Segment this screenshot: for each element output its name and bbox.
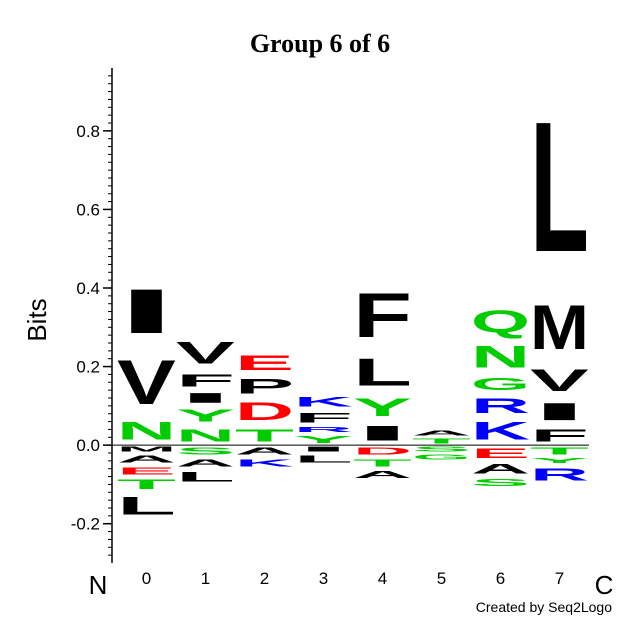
logo-letter: K: [294, 394, 353, 410]
x-tick-label: 4: [378, 569, 387, 588]
logo-letter: D: [353, 445, 412, 457]
logo-letter: T: [530, 445, 589, 457]
logo-letter: E: [117, 465, 176, 477]
logo-letter: F: [530, 425, 589, 445]
x-tick-label: 7: [555, 569, 564, 588]
y-tick-label: 0.2: [76, 358, 100, 377]
logo-letter: R: [471, 394, 530, 418]
logo-letter: S: [176, 445, 235, 457]
x-tick-label: 0: [142, 569, 151, 588]
logo-letter: L: [353, 350, 412, 394]
logo-letter: F: [353, 280, 412, 350]
logo-letter: N: [176, 426, 235, 446]
logo-letter: N: [471, 339, 530, 374]
x-tick-label: 3: [319, 569, 328, 588]
logo-letter: T: [117, 477, 176, 493]
logo-letter: E: [235, 351, 294, 375]
logo-letter: V: [176, 335, 235, 370]
logo-letter: A: [471, 461, 530, 477]
chart-title: Group 6 of 6: [250, 29, 390, 58]
logo-letter: M: [117, 445, 176, 453]
logo-letter: Y: [530, 457, 589, 465]
logo-letter: K: [471, 417, 530, 445]
logo-letter: R: [294, 426, 353, 434]
logo-letter: I: [353, 421, 412, 445]
logo-letter: G: [412, 453, 471, 461]
logo-letter: Y: [176, 406, 235, 426]
logo-letter: E: [471, 445, 530, 461]
logo-letter: T: [412, 437, 471, 445]
y-tick-label: 0.6: [76, 200, 100, 219]
logo-columns: NVIMAETLNYIFVSALTDPEAKYRFKILIYLFDTATASGK…: [117, 84, 589, 519]
logo-letter: L: [294, 453, 353, 465]
logo-letter: Y: [353, 394, 412, 422]
y-tick-label: 0.0: [76, 436, 100, 455]
logo-letter: S: [412, 445, 471, 453]
logo-letter: G: [471, 374, 530, 394]
n-terminus-label: N: [89, 570, 108, 600]
logo-letter: T: [353, 457, 412, 469]
logo-letter: I: [294, 445, 353, 453]
x-tick-label: 2: [260, 569, 269, 588]
y-tick-label: -0.2: [71, 515, 100, 534]
logo-letter: Q: [471, 304, 530, 339]
x-tick-label: 1: [201, 569, 210, 588]
credit-label: Created by Seq2Logo: [476, 599, 612, 615]
logo-letter: A: [353, 469, 412, 481]
logo-letter: Y: [294, 433, 353, 445]
c-terminus-label: C: [595, 570, 614, 600]
logo-letter: V: [530, 363, 589, 398]
logo-letter: K: [235, 457, 294, 469]
logo-letter: A: [176, 457, 235, 469]
logo-letter: I: [117, 276, 176, 347]
x-axis: 0 1 2 3 4 5 6 7: [142, 569, 564, 588]
logo-letter: N: [117, 417, 176, 445]
logo-letter: R: [530, 465, 589, 485]
logo-letter: I: [530, 398, 589, 425]
logo-letter: T: [235, 425, 294, 445]
logo-letter: L: [176, 469, 235, 485]
logo-letter: D: [235, 398, 294, 426]
logo-letter: A: [412, 430, 471, 438]
logo-letter: A: [235, 445, 294, 457]
logo-letter: S: [471, 477, 530, 489]
logo-letter: F: [294, 410, 353, 426]
logo-letter: L: [530, 84, 589, 291]
logo-letter: L: [117, 492, 176, 520]
logo-letter: F: [176, 370, 235, 390]
x-tick-label: 5: [437, 569, 446, 588]
y-axis-label: Bits: [22, 298, 52, 341]
logo-letter: P: [235, 374, 294, 398]
y-tick-label: 0.4: [76, 279, 100, 298]
x-tick-label: 6: [496, 569, 505, 588]
y-tick-label: 0.8: [76, 122, 100, 141]
logo-letter: A: [117, 453, 176, 465]
y-axis: -0.2 0.0 0.2 0.4 0.6 0.8: [71, 68, 589, 563]
logo-letter: I: [176, 390, 235, 406]
logo-letter: M: [530, 292, 589, 363]
logo-letter: V: [117, 348, 176, 418]
